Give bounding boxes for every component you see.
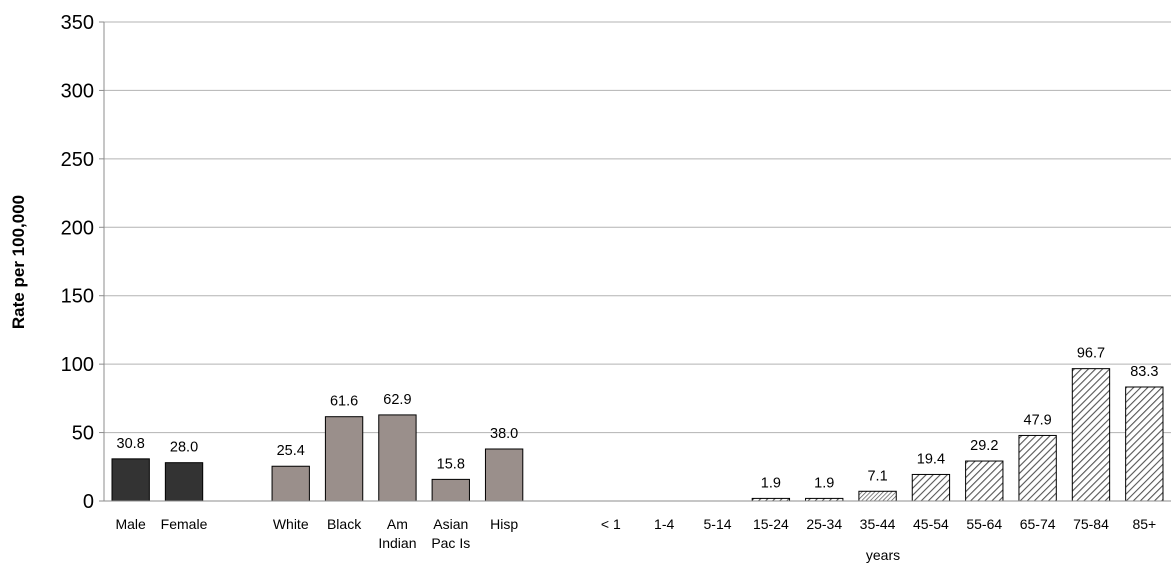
- bar-asian-pac-is: [431, 478, 470, 502]
- gridlines: [104, 21, 1171, 434]
- bar-am-indian: [378, 414, 417, 502]
- y-tick-label: 350: [61, 12, 94, 34]
- y-tick-label: 250: [61, 149, 94, 171]
- bar-hisp: [484, 448, 524, 502]
- x-tick-label: 65-74: [1020, 516, 1056, 532]
- x-tick-label: 1-4: [654, 516, 674, 532]
- bar-75-84: [1071, 368, 1111, 502]
- data-label: 29.2: [970, 438, 998, 454]
- y-tick-label: 100: [61, 354, 94, 376]
- x-axis-sublabel: years: [866, 547, 900, 563]
- y-axis-label: Rate per 100,000: [9, 195, 28, 329]
- x-tick-label: 35-44: [860, 516, 896, 532]
- data-label: 25.4: [277, 443, 305, 459]
- data-label: 30.8: [117, 436, 145, 452]
- x-tick-label: 75-84: [1073, 516, 1109, 532]
- data-label: 61.6: [330, 394, 358, 410]
- bar-85-: [1125, 386, 1164, 502]
- data-label: 38.0: [490, 426, 518, 442]
- data-label: 19.4: [917, 451, 945, 467]
- x-axis: Male Female White Black Am Indian Asian Pac Is H…: [104, 500, 1171, 551]
- data-label: 96.7: [1077, 346, 1105, 362]
- x-tick-label: < 1: [601, 516, 621, 532]
- x-tick-label: Hisp: [490, 516, 518, 532]
- x-tick-label: 5-14: [704, 516, 732, 532]
- x-tick-label: 25-34: [806, 516, 842, 532]
- y-axis: 0 50 100 150 200 250 300 350: [61, 12, 105, 513]
- y-tick-label: 300: [61, 80, 94, 102]
- bar-55-64: [965, 460, 1004, 502]
- x-tick-label: 55-64: [966, 516, 1002, 532]
- x-tick-label: 45-54: [913, 516, 949, 532]
- data-label: 1.9: [761, 475, 781, 491]
- data-label: 1.9: [814, 475, 834, 491]
- y-tick-label: 0: [83, 491, 94, 513]
- x-tick-label: Male: [115, 516, 146, 532]
- data-label: 62.9: [383, 392, 411, 408]
- x-tick-label: White: [273, 516, 309, 532]
- data-label: 83.3: [1130, 364, 1158, 380]
- x-tick-label: Black: [327, 516, 362, 532]
- bar-male: [111, 458, 150, 502]
- bar-black: [324, 416, 364, 502]
- bar-female: [164, 462, 204, 502]
- x-tick-label: 15-24: [753, 516, 789, 532]
- y-tick-label: 150: [61, 286, 94, 308]
- data-labels: 30.8 28.0 25.4 61.6 62.9 15.8 38.0 1.9 1.9 7.1 19.…: [117, 346, 1159, 492]
- data-label: 15.8: [437, 456, 465, 472]
- data-label: 7.1: [867, 468, 887, 484]
- bar-white: [271, 465, 310, 502]
- bar-35-44: [858, 490, 897, 502]
- y-tick-label: 50: [72, 423, 94, 445]
- x-tick-label: Asian Pac Is: [431, 516, 470, 551]
- data-label: 28.0: [170, 440, 198, 456]
- bar-65-74: [1018, 434, 1057, 502]
- data-label: 47.9: [1024, 412, 1052, 428]
- bars: [111, 368, 1164, 502]
- x-tick-label: 85+: [1132, 516, 1156, 532]
- x-tick-label: Am Indian: [378, 516, 416, 551]
- y-tick-label: 200: [61, 217, 94, 239]
- x-tick-label: Female: [161, 516, 208, 532]
- bar-45-54: [911, 473, 951, 502]
